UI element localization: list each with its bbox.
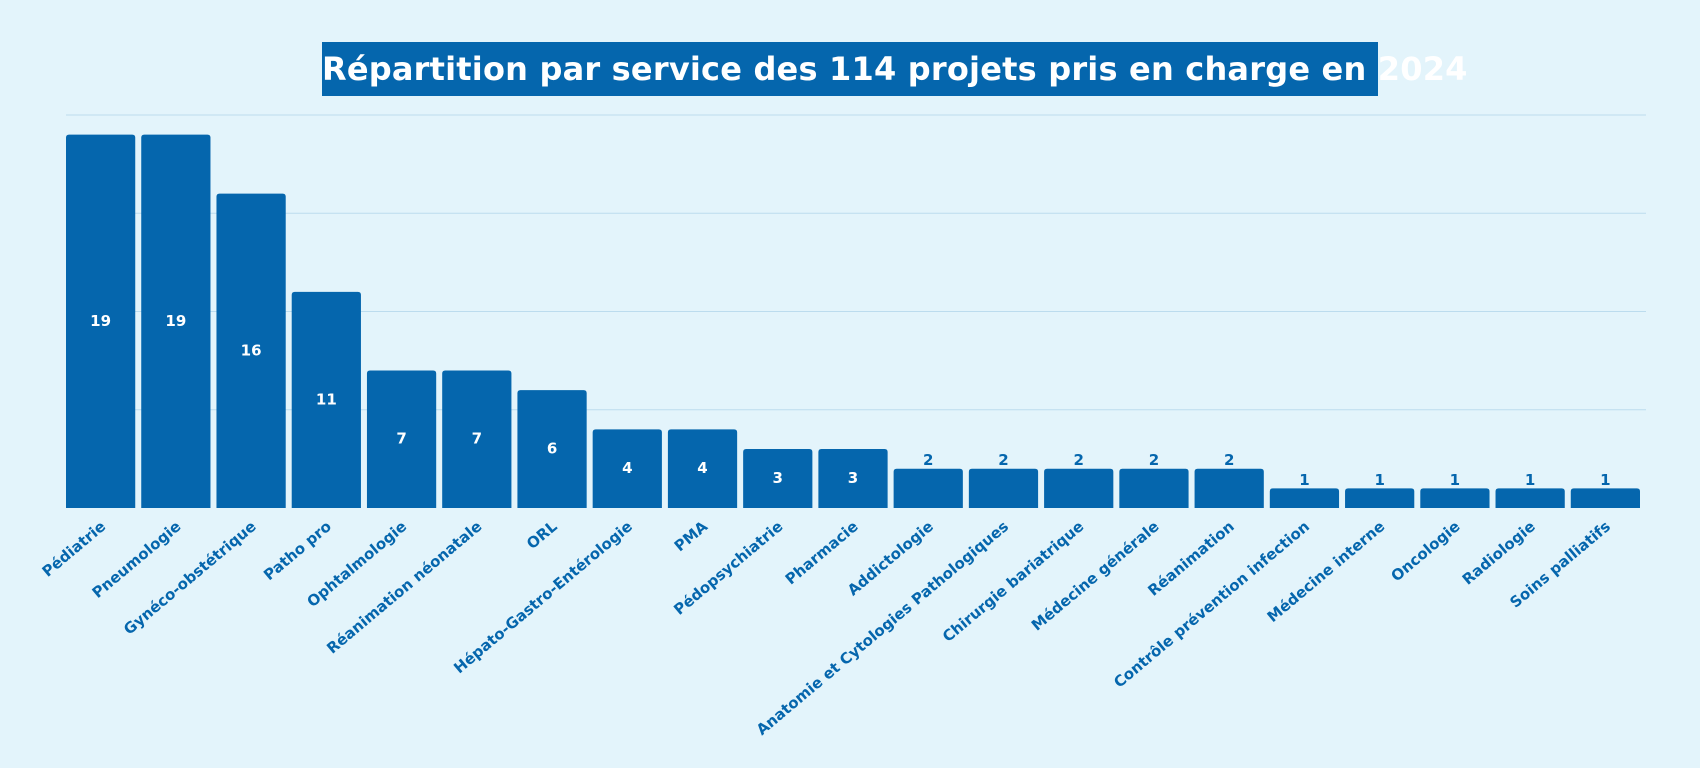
data-label: 3 — [773, 469, 783, 487]
category-label: Radiologie — [1459, 517, 1539, 588]
bar — [818, 449, 888, 508]
data-label: 7 — [472, 430, 482, 448]
bar — [893, 468, 963, 508]
category-label: Anatomie et Cytologies Pathologiques — [753, 517, 1012, 739]
bar — [1194, 468, 1264, 508]
data-label: 16 — [241, 341, 262, 359]
category-label: Patho pro — [260, 517, 335, 584]
data-label: 2 — [1149, 451, 1159, 469]
bar — [1345, 488, 1415, 508]
bar — [667, 429, 738, 508]
data-label: 4 — [697, 459, 707, 477]
bar — [291, 291, 361, 508]
bar — [1570, 488, 1640, 508]
bar — [366, 370, 437, 508]
bar — [442, 370, 512, 508]
bar — [216, 193, 286, 508]
data-label: 19 — [90, 312, 111, 330]
data-label: 2 — [1224, 451, 1234, 469]
category-label: Oncologie — [1387, 517, 1463, 585]
category-label: Chirurgie bariatrique — [939, 517, 1087, 645]
data-label: 1 — [1525, 471, 1535, 489]
bar — [66, 134, 136, 508]
bar — [517, 390, 587, 508]
category-label: Médecine générale — [1028, 517, 1163, 634]
category-label: ORL — [523, 517, 561, 553]
data-label: 2 — [1073, 451, 1083, 469]
category-label: Gynéco-obstétrique — [120, 517, 259, 638]
bar — [592, 429, 662, 508]
bar — [743, 449, 813, 508]
category-label: Pharmacie — [782, 517, 862, 588]
bar — [1044, 468, 1114, 508]
bar-layer — [66, 134, 1640, 508]
bar — [1495, 488, 1565, 508]
bar — [141, 134, 211, 508]
data-label: 11 — [316, 390, 337, 408]
data-label: 7 — [396, 430, 406, 448]
bar — [968, 468, 1039, 508]
chart-title: Répartition par service des 114 projets … — [322, 42, 1467, 96]
category-label: PMA — [671, 517, 712, 555]
data-label: 3 — [848, 469, 858, 487]
data-label: 4 — [622, 459, 632, 477]
data-label: 1 — [1450, 471, 1460, 489]
data-label: 1 — [1299, 471, 1309, 489]
data-label: 19 — [165, 312, 186, 330]
data-label: 1 — [1374, 471, 1384, 489]
data-label: 1 — [1600, 471, 1610, 489]
bar — [1269, 488, 1340, 508]
bar — [1119, 468, 1189, 508]
category-label: Réanimation néonatale — [323, 517, 485, 657]
category-label: Pédiatrie — [39, 517, 110, 580]
data-label: 2 — [998, 451, 1008, 469]
bar — [1420, 488, 1490, 508]
data-label: 6 — [547, 440, 557, 458]
data-label: 2 — [923, 451, 933, 469]
